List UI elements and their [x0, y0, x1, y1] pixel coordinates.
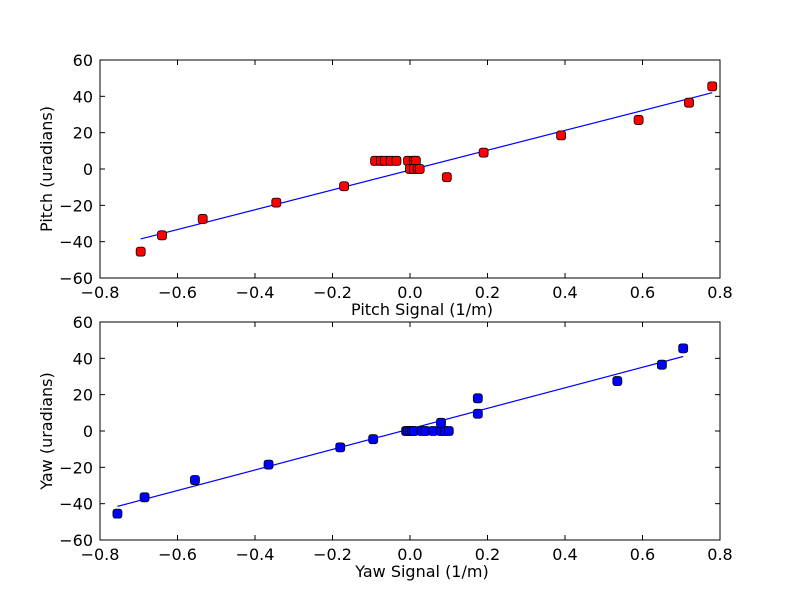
pitch-x-tick-label: −0.6 [158, 283, 197, 302]
yaw-y-tick-label: 40 [73, 349, 93, 368]
yaw-data-point [112, 508, 123, 519]
pitch-y-tick-label: −20 [59, 196, 93, 215]
yaw-data-point [368, 434, 379, 445]
pitch-data-point [391, 155, 402, 166]
pitch-data-point [414, 164, 425, 174]
pitch-data-point [556, 130, 567, 141]
yaw-data-point [190, 475, 200, 485]
yaw-y-tick-label: 0 [83, 422, 93, 441]
yaw-chart-panel: −0.8 −0.6 −0.4 −0.2 0.0 0.2 0.4 0.6 0.8 −60 −40 −20… [37, 313, 733, 581]
pitch-data-point [135, 246, 146, 257]
yaw-x-tick-label: 0.4 [552, 545, 577, 564]
pitch-x-tick-label: −0.8 [81, 283, 120, 302]
pitch-x-tick-label: 0.2 [475, 283, 500, 302]
yaw-y-tick-label: 20 [73, 386, 93, 405]
pitch-data-point [271, 197, 282, 208]
pitch-y-tick-label: 40 [73, 87, 93, 106]
pitch-x-tick-label: 0.4 [552, 283, 577, 302]
yaw-x-tick-label: −0.8 [81, 545, 120, 564]
yaw-y-tick-label: −20 [59, 458, 93, 477]
yaw-data-point [472, 408, 483, 419]
pitch-y-tick-label: 0 [83, 160, 93, 179]
pitch-data-point [707, 81, 718, 92]
yaw-data-point [139, 492, 150, 503]
yaw-x-tick-label: 0.2 [475, 545, 500, 564]
yaw-data-point [443, 426, 454, 436]
pitch-data-point [478, 147, 489, 158]
yaw-data-point [335, 442, 346, 453]
pitch-y-tick-label: 60 [73, 51, 93, 70]
yaw-y-axis-label: Yaw (uradians) [37, 372, 56, 490]
pitch-x-tick-label: 0.8 [707, 283, 732, 302]
yaw-y-tick-label: 60 [73, 313, 93, 332]
pitch-data-point [339, 181, 350, 192]
yaw-x-tick-label: −0.6 [158, 545, 197, 564]
yaw-x-tick-label: −0.4 [236, 545, 275, 564]
yaw-data-point [656, 359, 667, 370]
yaw-data-point [263, 459, 274, 470]
yaw-fit-line [117, 355, 684, 507]
yaw-x-axis-label: Yaw Signal (1/m) [354, 562, 488, 581]
yaw-data-point [678, 343, 689, 354]
pitch-y-tick-label: 20 [73, 124, 93, 143]
yaw-x-tick-label: 0.6 [630, 545, 655, 564]
pitch-data-point [441, 172, 452, 183]
pitch-data-point [197, 214, 208, 224]
pitch-y-axis-label: Pitch (uradians) [37, 106, 56, 232]
pitch-x-tick-label: 0.6 [630, 283, 655, 302]
yaw-x-tick-label: 0.0 [397, 545, 422, 564]
yaw-data-point [436, 417, 446, 428]
yaw-data-point [612, 376, 623, 386]
pitch-y-tick-label: −60 [59, 269, 93, 288]
pitch-data-point [157, 230, 167, 241]
yaw-y-tick-label: −60 [59, 531, 93, 550]
pitch-x-axis-label: Pitch Signal (1/m) [351, 300, 493, 319]
pitch-fit-line [140, 92, 713, 240]
yaw-x-tick-label: −0.2 [313, 545, 352, 564]
yaw-x-tick-label: 0.8 [707, 545, 732, 564]
yaw-data-point [472, 393, 483, 404]
pitch-chart-panel: −0.8 −0.6 −0.4 −0.2 0.0 0.2 0.4 0.6 0.8 −60 −40 −20… [37, 51, 733, 319]
pitch-data-point [633, 115, 644, 125]
pitch-x-tick-label: 0.0 [397, 283, 422, 302]
pitch-y-tick-label: −40 [59, 233, 93, 252]
pitch-x-tick-label: −0.2 [313, 283, 352, 302]
yaw-y-tick-label: −40 [59, 495, 93, 514]
pitch-data-point [410, 155, 421, 166]
pitch-x-tick-label: −0.4 [236, 283, 275, 302]
pitch-data-point [684, 97, 694, 108]
